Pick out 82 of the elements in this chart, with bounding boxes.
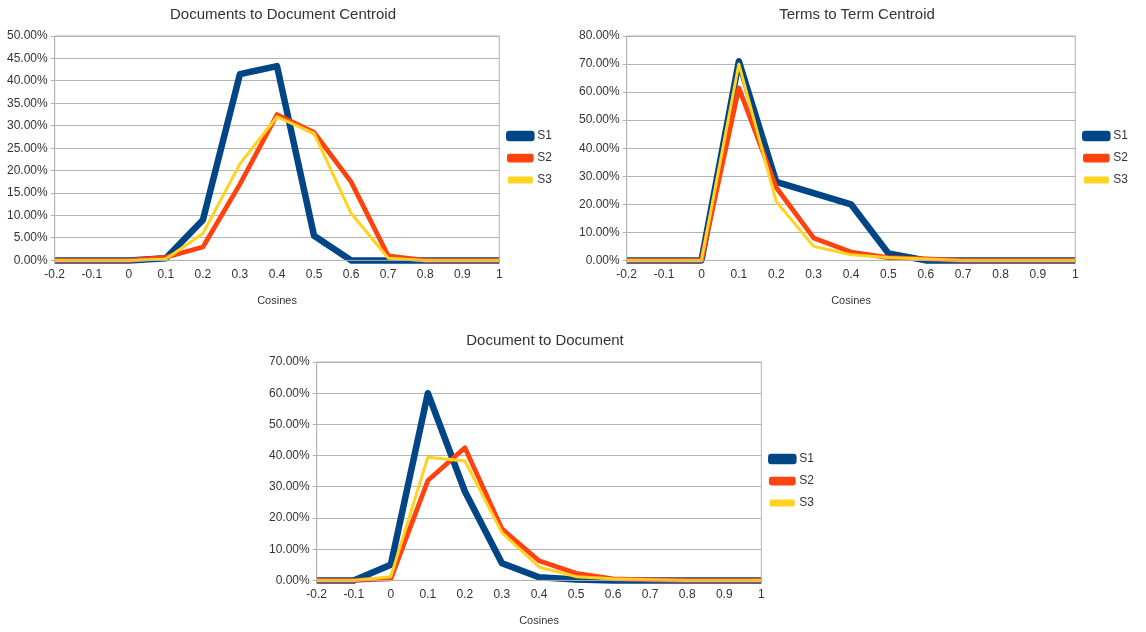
x-axis-title: Cosines xyxy=(257,294,298,307)
y-tick-label: 25.00% xyxy=(7,140,49,155)
x-tick-label: 0.4 xyxy=(842,266,860,281)
y-tick-label: 10.00% xyxy=(269,541,311,556)
x-tick-label: 0.4 xyxy=(268,266,286,281)
legend-label: S1 xyxy=(1113,128,1129,143)
y-tick-label: 5.00% xyxy=(13,230,49,245)
x-tick-label: 0 xyxy=(387,586,395,601)
x-tick-label: -0.1 xyxy=(653,266,675,281)
legend-label: S2 xyxy=(1113,150,1129,165)
x-tick-label: 1 xyxy=(495,266,503,281)
x-tick-label: 0.1 xyxy=(419,586,437,601)
y-tick-label: 70.00% xyxy=(579,56,621,71)
y-tick-label: 70.00% xyxy=(269,354,311,369)
y-tick-label: 10.00% xyxy=(7,207,49,222)
legend-label: S2 xyxy=(537,150,553,165)
x-tick-label: 0.1 xyxy=(157,266,175,281)
legend-label: S1 xyxy=(537,128,553,143)
x-tick-label: 0.9 xyxy=(715,586,733,601)
y-tick-label: 0.00% xyxy=(275,572,311,587)
legend-label: S1 xyxy=(799,451,815,466)
y-tick-label: 0.00% xyxy=(585,252,621,267)
x-tick-label: -0.2 xyxy=(44,266,66,281)
x-tick-label: 0.8 xyxy=(992,266,1010,281)
x-tick-label: 0.6 xyxy=(342,266,360,281)
chart-title: Documents to Document Centroid xyxy=(170,5,396,23)
x-axis-title: Cosines xyxy=(831,294,872,307)
y-tick-label: 50.00% xyxy=(269,416,311,431)
y-tick-label: 50.00% xyxy=(579,112,621,127)
x-tick-label: 0.3 xyxy=(493,586,511,601)
x-tick-label: 0.7 xyxy=(379,266,397,281)
x-tick-label: 0 xyxy=(125,266,133,281)
x-tick-label: 0.3 xyxy=(805,266,823,281)
x-tick-label: 0.9 xyxy=(1029,266,1047,281)
legend-label: S3 xyxy=(1113,172,1129,187)
x-tick-label: -0.1 xyxy=(343,586,365,601)
y-tick-label: 60.00% xyxy=(269,385,311,400)
x-tick-label: 0.2 xyxy=(194,266,212,281)
x-tick-label: 0.5 xyxy=(305,266,323,281)
legend-label: S3 xyxy=(799,495,815,510)
y-tick-label: 15.00% xyxy=(7,185,49,200)
legend-label: S2 xyxy=(799,473,815,488)
legend-label: S3 xyxy=(537,172,553,187)
x-axis-title: Cosines xyxy=(519,614,560,627)
y-tick-label: 50.00% xyxy=(7,28,49,43)
x-tick-label: 0.7 xyxy=(641,586,659,601)
x-tick-label: 0.6 xyxy=(917,266,935,281)
y-tick-label: 30.00% xyxy=(269,479,311,494)
y-tick-label: 45.00% xyxy=(7,50,49,65)
y-tick-label: 40.00% xyxy=(579,140,621,155)
x-tick-label: 1 xyxy=(1071,266,1079,281)
chart-title: Terms to Term Centroid xyxy=(779,5,935,23)
chart-title: Document to Document xyxy=(466,331,625,349)
y-tick-label: 60.00% xyxy=(579,84,621,99)
x-tick-label: -0.2 xyxy=(306,586,328,601)
x-tick-label: 0.1 xyxy=(730,266,748,281)
y-tick-label: 0.00% xyxy=(13,252,49,267)
x-tick-label: 0 xyxy=(698,266,706,281)
y-tick-label: 10.00% xyxy=(579,224,621,239)
y-tick-label: 30.00% xyxy=(7,118,49,133)
x-tick-label: 0.2 xyxy=(767,266,785,281)
x-tick-label: 0.4 xyxy=(530,586,548,601)
y-tick-label: 20.00% xyxy=(579,196,621,211)
x-tick-label: 0.3 xyxy=(231,266,249,281)
y-tick-label: 40.00% xyxy=(7,73,49,88)
x-tick-label: 0.8 xyxy=(416,266,434,281)
x-tick-label: 0.7 xyxy=(954,266,972,281)
x-tick-label: 0.6 xyxy=(604,586,622,601)
x-tick-label: 1 xyxy=(757,586,765,601)
x-tick-label: 0.2 xyxy=(456,586,474,601)
x-tick-label: 0.8 xyxy=(678,586,696,601)
y-tick-label: 80.00% xyxy=(579,28,621,43)
y-tick-label: 35.00% xyxy=(7,95,49,110)
x-tick-label: 0.5 xyxy=(567,586,585,601)
x-tick-label: -0.2 xyxy=(616,266,638,281)
x-tick-label: -0.1 xyxy=(81,266,103,281)
x-tick-label: 0.9 xyxy=(453,266,471,281)
y-tick-label: 20.00% xyxy=(7,162,49,177)
y-tick-label: 30.00% xyxy=(579,168,621,183)
y-tick-label: 20.00% xyxy=(269,510,311,525)
y-tick-label: 40.00% xyxy=(269,447,311,462)
x-tick-label: 0.5 xyxy=(880,266,898,281)
